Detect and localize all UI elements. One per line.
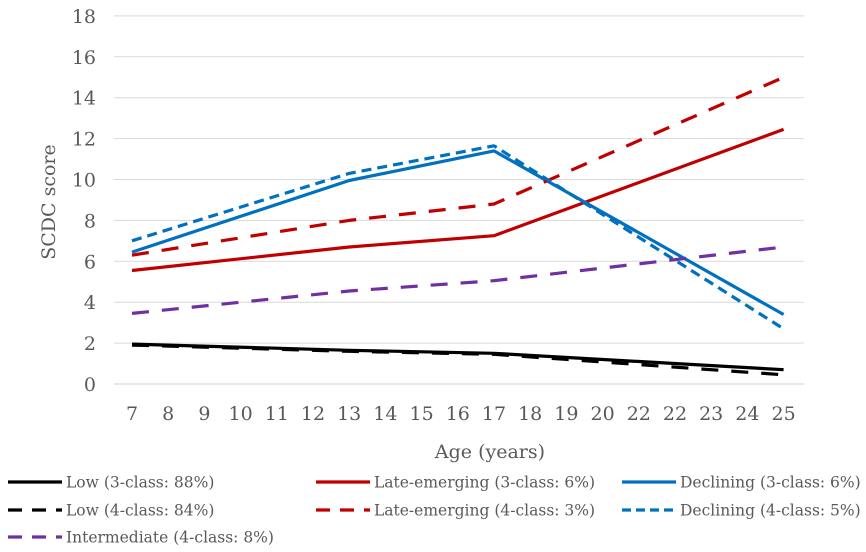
y-tick-label: 0	[84, 374, 96, 396]
series-line-6	[131, 144, 785, 331]
y-axis-tick-labels: 0 2 4 6 8 10 12 14 16 18	[72, 6, 96, 396]
y-tick-label: 10	[72, 170, 96, 192]
x-tick-label: 11	[265, 403, 289, 425]
x-tick-label: 18	[518, 403, 542, 425]
x-tick-label: 8	[162, 403, 174, 425]
legend-label: Intermediate (4-class: 8%)	[66, 529, 274, 547]
legend-label: Low (4-class: 84%)	[66, 502, 214, 520]
x-tick-label: 17	[482, 403, 506, 425]
x-tick-label: 23	[699, 403, 723, 425]
legend-label: Late-emerging (4-class: 3%)	[374, 502, 595, 520]
x-tick-label: 19	[554, 403, 578, 425]
series-line-3	[131, 149, 785, 316]
y-tick-label: 12	[72, 129, 96, 151]
x-tick-label: 24	[735, 403, 759, 425]
x-tick-label: 22	[663, 403, 687, 425]
legend-label: Declining (3-class: 6%)	[680, 474, 861, 492]
legend-item: Declining (4-class: 5%)	[622, 502, 861, 520]
series-lines	[131, 75, 785, 377]
x-tick-label: 20	[591, 403, 615, 425]
y-tick-label: 4	[84, 292, 96, 314]
y-tick-label: 14	[72, 88, 96, 110]
x-tick-label: 14	[373, 403, 397, 425]
series-line-1	[131, 342, 784, 372]
series-line-4	[131, 343, 784, 377]
x-tick-label: 7	[126, 403, 138, 425]
legend-item: Low (3-class: 88%)	[8, 474, 214, 492]
x-tick-label: 9	[198, 403, 210, 425]
y-tick-label: 6	[84, 251, 96, 273]
x-axis-title: Age (years)	[434, 441, 545, 463]
gridlines	[114, 15, 804, 344]
x-tick-label: 10	[229, 403, 253, 425]
legend-item: Intermediate (4-class: 8%)	[8, 529, 274, 547]
series-line-5	[131, 75, 785, 257]
y-tick-label: 2	[84, 333, 96, 355]
legend-label: Declining (4-class: 5%)	[680, 502, 861, 520]
y-tick-label: 8	[84, 210, 96, 232]
legend: Low (3-class: 88%) Late-emerging (3-class…	[8, 474, 861, 547]
x-tick-label: 15	[410, 403, 434, 425]
legend-item: Low (4-class: 84%)	[8, 502, 214, 520]
legend-item: Declining (3-class: 6%)	[622, 474, 861, 492]
legend-label: Low (3-class: 88%)	[66, 474, 214, 492]
x-tick-label: 13	[337, 403, 361, 425]
x-tick-label: 16	[446, 403, 470, 425]
x-axis-tick-labels: 7 8 9 10 11 12 13 14 15 16 17 18 19 20 22 22 23 24 25	[126, 403, 796, 425]
x-tick-label: 12	[301, 403, 325, 425]
legend-item: Late-emerging (3-class: 6%)	[316, 474, 595, 492]
legend-item: Late-emerging (4-class: 3%)	[316, 502, 595, 520]
legend-label: Late-emerging (3-class: 6%)	[374, 474, 595, 492]
series-line-2	[131, 127, 785, 273]
y-tick-label: 18	[72, 6, 96, 28]
series-line-7	[131, 245, 784, 315]
y-axis-title: SCDC score	[38, 144, 60, 260]
y-tick-label: 16	[72, 47, 96, 69]
x-tick-label: 25	[772, 403, 796, 425]
x-tick-label: 22	[627, 403, 651, 425]
